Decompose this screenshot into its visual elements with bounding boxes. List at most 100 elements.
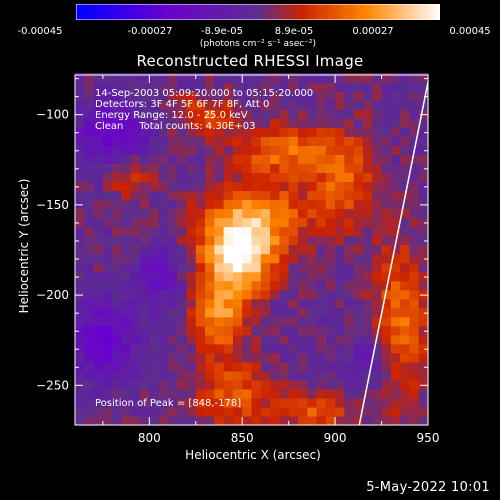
heatmap-cell	[372, 154, 383, 164]
heatmap-cell	[325, 271, 336, 282]
heatmap-cell	[75, 91, 85, 101]
heatmap-cell	[390, 91, 401, 101]
heatmap-cell	[316, 334, 327, 345]
heatmap-cell	[325, 370, 336, 381]
heatmap-cell	[223, 352, 234, 363]
footer-datetime: 5-May-2022 10:01	[366, 480, 490, 495]
heatmap-cell	[223, 199, 234, 210]
heatmap-cell	[84, 343, 95, 354]
heatmap-cell	[353, 208, 364, 219]
heatmap-cell	[130, 172, 141, 183]
heatmap-cell	[335, 73, 345, 83]
heatmap-cell	[270, 163, 280, 174]
heatmap-cell	[149, 397, 160, 408]
heatmap-cell	[372, 406, 383, 417]
heatmap-cell	[223, 262, 234, 273]
heatmap-cell	[121, 343, 132, 354]
heatmap-cell	[140, 370, 150, 381]
heatmap-cell	[335, 100, 345, 110]
heatmap-cell	[409, 298, 420, 309]
heatmap-cell	[214, 82, 225, 92]
heatmap-cell	[102, 298, 113, 309]
chart-title: Reconstructed RHESSI Image	[136, 52, 364, 70]
heatmap-cell	[84, 388, 95, 399]
heatmap-cell	[205, 298, 215, 309]
heatmap-cell	[84, 172, 95, 183]
heatmap-cell	[205, 406, 215, 417]
heatmap-cell	[362, 208, 373, 219]
heatmap-cell	[195, 343, 206, 354]
heatmap-cell	[335, 307, 345, 318]
heatmap-cell	[381, 379, 392, 390]
heatmap-cell	[84, 100, 95, 110]
heatmap-cell	[214, 415, 225, 426]
heatmap-cell	[325, 244, 336, 255]
heatmap-cell	[223, 235, 234, 246]
heatmap-cell	[75, 253, 85, 264]
heatmap-cell	[400, 82, 411, 92]
heatmap-cell	[316, 172, 327, 183]
heatmap-cell	[381, 199, 392, 210]
heatmap-cell	[325, 352, 336, 363]
heatmap-cell	[158, 262, 169, 273]
heatmap-cell	[195, 100, 206, 110]
heatmap-cell	[362, 253, 373, 264]
heatmap-cell	[288, 298, 299, 309]
heatmap-cell	[372, 361, 383, 372]
heatmap-cell	[251, 127, 262, 137]
heatmap-cell	[140, 118, 150, 128]
heatmap-cell	[195, 181, 206, 192]
heatmap-cell	[390, 316, 401, 327]
heatmap-cell	[223, 325, 234, 336]
heatmap-cell	[316, 217, 327, 228]
heatmap-cell	[251, 280, 262, 291]
x-tick-label: 900	[324, 431, 347, 445]
heatmap-cell	[251, 199, 262, 210]
heatmap-cell	[149, 145, 160, 155]
heatmap-cell	[270, 217, 280, 228]
heatmap-cell	[307, 343, 318, 354]
heatmap-cell	[242, 118, 253, 128]
heatmap-cell	[353, 271, 364, 282]
heatmap-cell	[325, 280, 336, 291]
heatmap-cell	[279, 406, 290, 417]
heatmap-cell	[297, 289, 308, 300]
heatmap-cell	[418, 208, 429, 219]
heatmap-cell	[140, 379, 150, 390]
heatmap-cell	[205, 316, 215, 327]
heatmap-cell	[344, 307, 355, 318]
heatmap-cell	[297, 334, 308, 345]
heatmap-cell	[288, 226, 299, 237]
heatmap-cell	[223, 289, 234, 300]
colorbar-tick-label: -0.00027	[127, 26, 173, 37]
heatmap-cell	[279, 253, 290, 264]
heatmap-cell	[84, 370, 95, 381]
heatmap-cell	[400, 361, 411, 372]
heatmap-cell	[400, 343, 411, 354]
heatmap-cell	[242, 361, 253, 372]
heatmap-cell	[251, 262, 262, 273]
heatmap-cell	[102, 217, 113, 228]
heatmap-cell	[270, 289, 280, 300]
heatmap-cell	[232, 361, 243, 372]
heatmap-cell	[316, 262, 327, 273]
heatmap-cell	[409, 262, 420, 273]
heatmap-cell	[158, 118, 169, 128]
heatmap-cell	[149, 154, 160, 164]
heatmap-cell	[112, 325, 123, 336]
heatmap-cell	[205, 208, 215, 219]
heatmap-cell	[316, 361, 327, 372]
heatmap-cell	[251, 379, 262, 390]
heatmap-cell	[205, 109, 215, 119]
heatmap-cell	[335, 118, 345, 128]
heatmap-cell	[75, 82, 85, 92]
heatmap-cell	[223, 127, 234, 137]
heatmap-cell	[186, 154, 197, 164]
heatmap-cell	[316, 307, 327, 318]
heatmap-cell	[325, 379, 336, 390]
heatmap-cell	[335, 334, 345, 345]
heatmap-cell	[409, 199, 420, 210]
heatmap-cell	[409, 379, 420, 390]
heatmap-cell	[242, 217, 253, 228]
